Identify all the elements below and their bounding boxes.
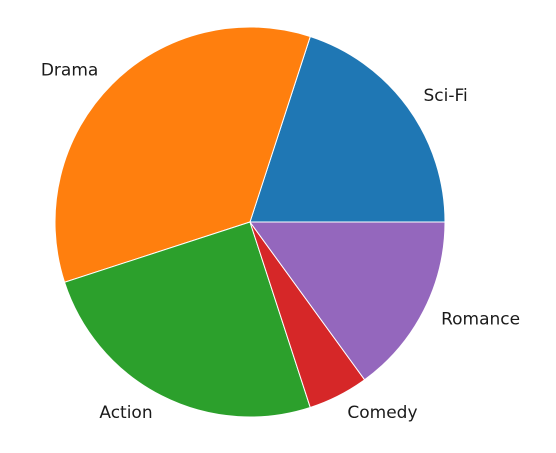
pie-slice-drama bbox=[54, 26, 311, 283]
pie-slices bbox=[54, 26, 446, 418]
pie-label-romance: Romance bbox=[441, 309, 520, 329]
pie-label-action: Action bbox=[99, 403, 152, 423]
pie-label-drama: Drama bbox=[41, 60, 98, 80]
pie-labels: Sci-Fi Drama Action Comedy Romance bbox=[41, 60, 520, 423]
pie-label-sci-fi: Sci-Fi bbox=[424, 86, 468, 106]
pie-label-comedy: Comedy bbox=[347, 403, 417, 423]
pie-slice-action bbox=[63, 221, 311, 418]
pie-slice-sci-fi bbox=[249, 35, 446, 223]
pie-slice-romance bbox=[249, 221, 446, 381]
